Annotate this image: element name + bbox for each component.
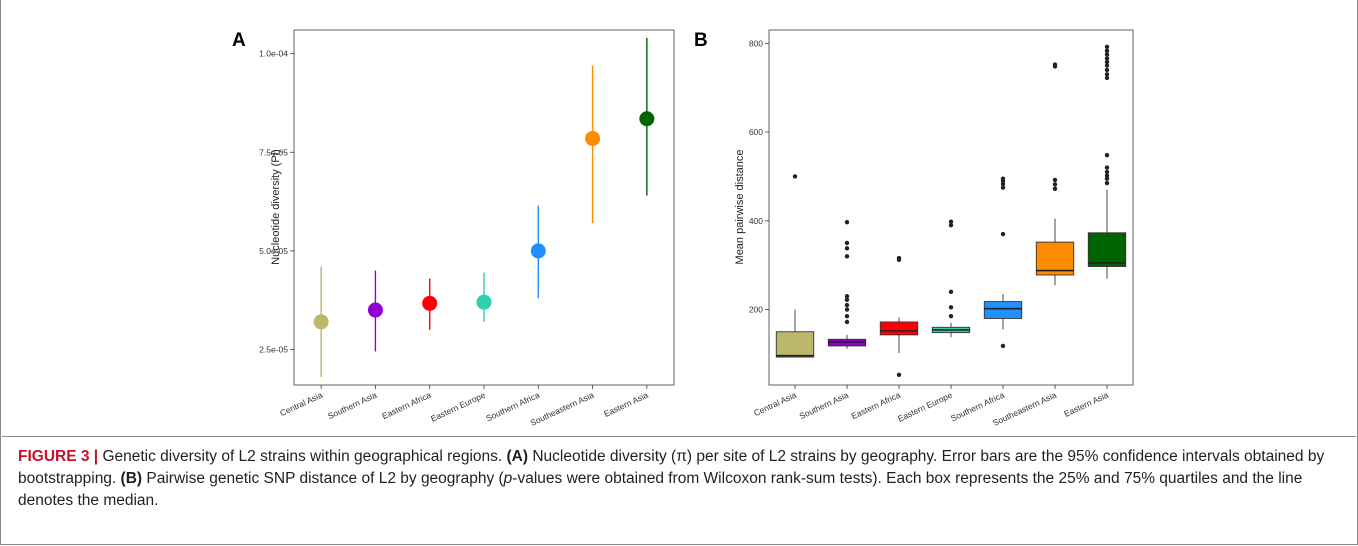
panel-b-box-eastern-asia [1087, 232, 1127, 267]
figure-area: A B Nucleotide diversity (Pi) 2.5e-05 5.0… [232, 29, 1134, 428]
panel-a-point-central-asia [313, 314, 329, 330]
panel-a-point-eastern-asia [639, 111, 655, 127]
panel-b-outlier-southern-africa [1000, 343, 1006, 349]
panel-b-outlier-eastern-asia [1104, 56, 1110, 61]
panel-b-y-tick-label: 600 [749, 127, 763, 137]
figure-caption: FIGURE 3 | Genetic diversity of L2 strai… [18, 446, 1338, 512]
panel-b-outlier-eastern-asia [1104, 180, 1110, 186]
panel-b-outlier-eastern-asia [1104, 75, 1110, 81]
panel-a-plot-frame [293, 29, 675, 386]
panel-b-y-tick-label: 200 [749, 305, 763, 315]
panel-a-marks [313, 37, 655, 378]
panel-a-point-southern-africa [530, 243, 546, 259]
panel-b-outlier-southeastern-asia [1052, 182, 1058, 187]
panel-a-x-ticks: Central Asia Southern Asia Eastern AfricaE… [278, 385, 650, 428]
panel-b-outlier-eastern-europe [948, 305, 954, 310]
panel-b-outlier-southern-africa [1000, 181, 1006, 187]
panel-b-outlier-southern-asia [844, 246, 850, 251]
caption-p-symbol: p [503, 470, 513, 487]
panel-b-outlier-eastern-europe [948, 219, 954, 224]
panel-b-outlier-southern-asia [844, 254, 850, 259]
panel-a-point-eastern-europe [476, 294, 492, 310]
panel-b-outlier-southeastern-asia [1052, 62, 1058, 67]
panel-b-outlier-eastern-asia [1104, 165, 1110, 170]
panel-b-outlier-eastern-asia [1104, 52, 1110, 57]
panel-b-outlier-eastern-africa [896, 372, 902, 377]
panel-b-outlier-southern-asia [844, 302, 850, 308]
caption-figure-label: FIGURE 3 | [18, 448, 99, 465]
panel-a-y-tick-label: 7.5e-05 [259, 147, 288, 157]
panel-b-outlier-southern-africa [1000, 185, 1006, 190]
panel-b-outlier-eastern-asia [1104, 152, 1110, 158]
caption-panel-b-text-1: Pairwise genetic SNP distance of L2 by g… [142, 470, 504, 487]
caption-panel-a-text: Nucleotide diversity (π) per site of L2 … [18, 448, 1325, 487]
panel-a-x-tick-label-central-asia: Central Asia [278, 390, 324, 419]
panel-b-outlier-eastern-asia [1104, 72, 1110, 77]
panel-a-y-axis-label: Nucleotide diversity (Pi) [270, 149, 282, 265]
panel-a-point-southeastern-asia [585, 130, 601, 146]
panel-a-label: A [232, 30, 246, 51]
caption-divider [2, 436, 1356, 437]
caption-ref-a: (A) [506, 448, 529, 465]
panel-b-box-central-asia [775, 331, 815, 358]
panel-b-outlier-eastern-asia [1104, 176, 1110, 181]
panel-b-outlier-southern-asia [844, 319, 850, 325]
caption-panel-b-text-2: -values were obtained from Wilcoxon rank… [18, 470, 1303, 509]
figure-svg: A B Nucleotide diversity (Pi) 2.5e-05 5.0… [232, 29, 1134, 428]
panel-b-x-tick-label-eastern-asia: Eastern Asia [1062, 390, 1110, 419]
panel-b-x-tick-label-eastern-europe: Eastern Europe [896, 390, 954, 424]
panel-b-x-tick-label-southern-asia: Southern Asia [798, 390, 850, 422]
panel-b-y-tick-label: 400 [749, 216, 763, 226]
panel-b-outlier-eastern-asia [1104, 173, 1110, 178]
panel-b-box-southeastern-asia [1035, 241, 1075, 276]
caption-ref-b: (B) [120, 470, 143, 487]
panel-a-y-tick-label: 5.0e-05 [259, 246, 288, 256]
panel-b-outlier-southern-asia [844, 314, 850, 319]
panel-b-outlier-southeastern-asia [1052, 177, 1058, 183]
panel-a-x-tick-label-eastern-asia: Eastern Asia [602, 390, 650, 419]
panel-b-outlier-southern-asia [844, 307, 850, 312]
panel-b-x-ticks: Central Asia Southern Asia Eastern AfricaE… [752, 385, 1110, 428]
panel-b-y-axis-label: Mean pairwise distance [734, 150, 746, 265]
panel-a-point-southern-asia [367, 302, 383, 318]
panel-b-marks [775, 44, 1127, 377]
panel-b-chart: Mean pairwise distance 200 400 600 800 Cent… [734, 29, 1134, 428]
panel-b-x-tick-label-eastern-africa: Eastern Africa [850, 390, 902, 422]
panel-b-box-eastern-africa [879, 321, 919, 336]
panel-a-x-tick-label-eastern-africa: Eastern Africa [380, 390, 432, 422]
panel-b-outlier-southern-asia [844, 297, 850, 302]
panel-b-outlier-southern-africa [1000, 176, 1006, 181]
panel-a-chart: Nucleotide diversity (Pi) 2.5e-05 5.0e-05… [259, 29, 675, 428]
panel-b-outlier-eastern-africa [896, 255, 902, 261]
panel-b-outlier-eastern-asia [1104, 59, 1110, 65]
panel-b-outlier-eastern-asia [1104, 63, 1110, 68]
panel-b-outlier-eastern-asia [1104, 44, 1110, 50]
panel-a-y-tick-label: 1.0e-04 [259, 49, 288, 59]
panel-b-outlier-southern-asia [844, 240, 850, 246]
panel-b-x-tick-label-central-asia: Central Asia [752, 390, 798, 419]
panel-a-x-tick-label-eastern-europe: Eastern Europe [429, 390, 487, 424]
panel-a-y-ticks: 2.5e-05 5.0e-05 7.5e-05 1.0e-04 [259, 49, 294, 355]
panel-b-outlier-southeastern-asia [1052, 186, 1058, 192]
panel-b-outlier-eastern-asia [1104, 48, 1110, 54]
panel-b-outlier-eastern-europe [948, 223, 954, 228]
panel-a-y-tick-label: 2.5e-05 [259, 345, 288, 355]
panel-b-box-southern-africa [983, 301, 1023, 319]
panel-b-outlier-southern-africa [1000, 231, 1006, 237]
caption-intro: Genetic diversity of L2 strains within g… [98, 448, 507, 465]
panel-b-outlier-eastern-asia [1104, 67, 1110, 73]
panel-b-outlier-eastern-europe [948, 314, 954, 319]
panel-b-outlier-eastern-asia [1104, 169, 1110, 175]
panel-b-outlier-southern-asia [844, 219, 850, 225]
panel-a-point-eastern-africa [422, 295, 438, 311]
panel-b-outlier-southern-asia [844, 294, 850, 299]
panel-b-y-tick-label: 800 [749, 38, 763, 48]
panel-b-outlier-eastern-europe [948, 289, 954, 295]
panel-b-y-ticks: 200 400 600 800 [749, 38, 769, 315]
panel-a-x-tick-label-southern-asia: Southern Asia [326, 390, 378, 422]
panel-b-outlier-central-asia [792, 174, 798, 179]
panel-b-label: B [694, 30, 708, 51]
